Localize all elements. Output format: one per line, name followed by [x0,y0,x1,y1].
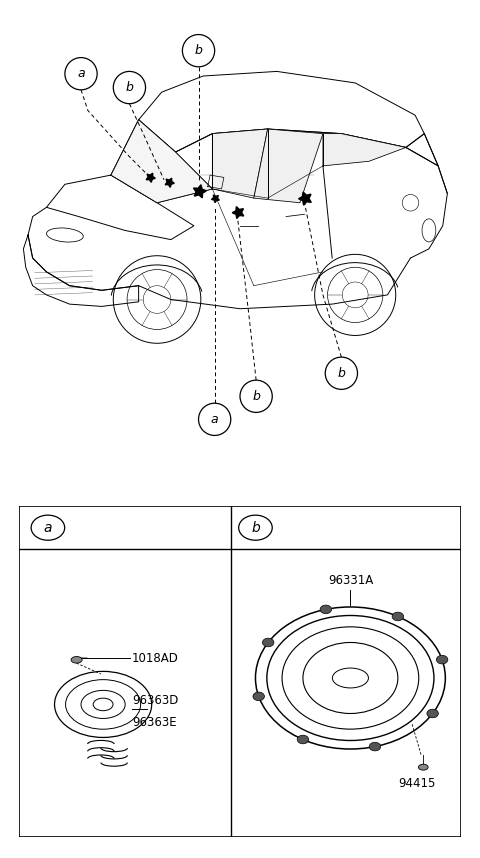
Circle shape [436,656,448,664]
Text: 1018AD: 1018AD [132,652,179,665]
Text: 96363E: 96363E [132,716,177,729]
Circle shape [427,710,438,718]
Text: 94415: 94415 [398,777,435,790]
Circle shape [199,403,231,436]
Circle shape [320,605,332,613]
Circle shape [253,692,264,701]
Text: a: a [44,521,52,535]
Text: b: b [125,81,133,94]
Circle shape [240,380,272,413]
Text: a: a [211,413,218,426]
Circle shape [65,57,97,90]
Text: a: a [77,67,85,80]
Circle shape [369,742,381,751]
Text: b: b [252,390,260,402]
Text: b: b [337,366,345,380]
Ellipse shape [419,764,428,770]
Circle shape [263,638,274,647]
Polygon shape [212,129,268,198]
Text: b: b [251,521,260,535]
Text: b: b [194,44,203,57]
Circle shape [113,71,145,104]
Circle shape [392,613,404,621]
Circle shape [31,515,65,541]
Ellipse shape [71,656,82,663]
Text: 96363D: 96363D [132,694,178,707]
Polygon shape [111,120,212,202]
Polygon shape [323,134,406,166]
Polygon shape [254,129,323,202]
Text: 96331A: 96331A [328,574,373,587]
Circle shape [182,34,215,67]
Circle shape [325,357,358,390]
Circle shape [297,735,309,744]
Circle shape [239,515,272,541]
